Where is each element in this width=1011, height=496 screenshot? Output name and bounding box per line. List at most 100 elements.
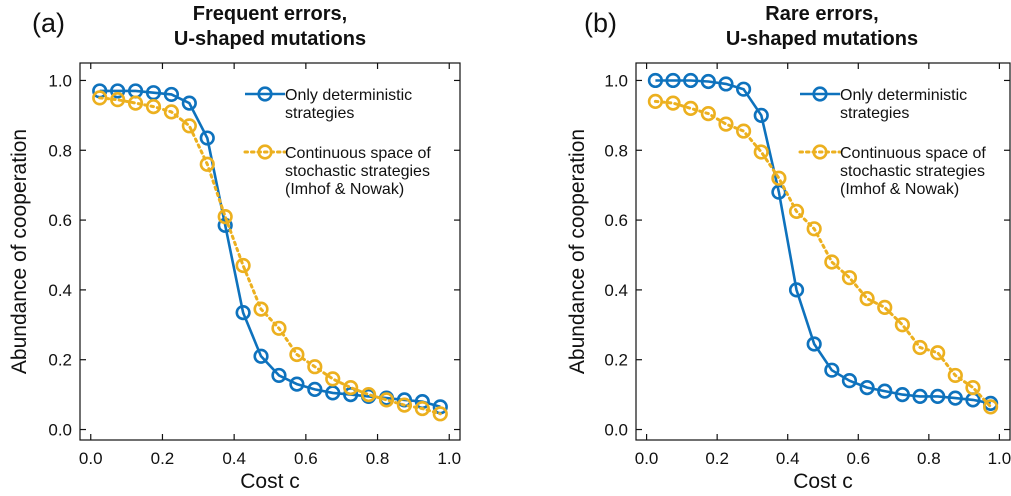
data-point xyxy=(199,130,215,146)
y-tick-label: 0.4 xyxy=(48,281,72,300)
legend-entry-label: Continuous space of xyxy=(840,145,986,162)
panel-a: 0.0 0.2 0.4 0.6 0.8 1.0 0.0 0.2 0.4 0.6 0.8 1.0 Cost… xyxy=(8,3,461,493)
y-tick-label: 0.8 xyxy=(48,141,72,160)
data-point xyxy=(647,72,664,89)
y-tick-label: 0.8 xyxy=(604,141,628,160)
data-point xyxy=(665,72,681,89)
data-point xyxy=(753,144,769,160)
y-tick-label: 0.0 xyxy=(604,421,628,440)
data-point xyxy=(163,86,180,103)
data-point xyxy=(877,299,893,315)
legend-entry-label: stochastic strategies xyxy=(285,163,430,180)
data-point xyxy=(824,254,840,270)
data-point xyxy=(912,339,928,356)
data-point xyxy=(343,387,359,403)
legend-entry-label: stochastic strategies xyxy=(840,163,985,180)
data-point xyxy=(145,99,162,115)
x-tick-label: 0.4 xyxy=(776,449,800,468)
x-tick-label: 0.0 xyxy=(635,449,659,468)
data-point xyxy=(307,359,323,375)
data-point xyxy=(253,301,269,317)
legend-entry-label: Continuous space of xyxy=(285,145,431,162)
data-point xyxy=(859,291,875,307)
data-point xyxy=(894,387,910,403)
data-point xyxy=(378,392,395,408)
y-tick-label: 0.2 xyxy=(48,351,72,370)
legend-marker xyxy=(812,86,828,102)
data-point xyxy=(736,81,752,97)
data-point xyxy=(289,376,305,392)
data-point xyxy=(127,95,144,111)
data-point xyxy=(982,399,999,415)
x-axis-label: Cost c xyxy=(793,470,853,493)
y-tick-label: 0.6 xyxy=(48,211,72,230)
x-tick-label: 0.4 xyxy=(222,449,246,468)
data-point xyxy=(145,85,162,101)
data-point xyxy=(360,387,377,403)
data-point xyxy=(235,304,251,321)
legend-marker xyxy=(257,144,273,160)
series-deterministic xyxy=(92,83,448,415)
data-point xyxy=(181,118,197,134)
data-point xyxy=(877,383,893,399)
data-point xyxy=(307,381,323,397)
x-tick-label: 0.6 xyxy=(294,449,318,468)
data-point xyxy=(806,336,822,352)
data-point xyxy=(859,380,875,396)
data-point xyxy=(912,388,928,404)
x-tick-label: 0.8 xyxy=(917,449,941,468)
data-point xyxy=(414,400,430,417)
data-point xyxy=(930,388,946,404)
data-point xyxy=(718,116,734,132)
y-tick-label: 0.2 xyxy=(604,351,628,370)
data-point xyxy=(683,100,699,116)
y-tick-label: 1.0 xyxy=(604,71,628,90)
data-point xyxy=(181,95,197,111)
data-point xyxy=(271,367,287,384)
data-point xyxy=(753,107,769,123)
legend-marker xyxy=(812,144,828,160)
data-point xyxy=(841,270,858,286)
chart-title-line: Rare errors, xyxy=(765,3,878,25)
data-point xyxy=(894,317,910,333)
data-point xyxy=(788,282,805,298)
y-tick-label: 1.0 xyxy=(48,71,72,90)
panel-b: 0.0 0.2 0.4 0.6 0.8 1.0 0.0 0.2 0.4 0.6 0.8 1.0 Cost… xyxy=(566,3,1011,493)
x-axis-label: Cost c xyxy=(240,470,300,493)
legend-entry-label: (Imhof & Nowak) xyxy=(285,181,404,198)
data-point xyxy=(683,72,699,89)
x-tick-label: 0.2 xyxy=(151,449,175,468)
series-line xyxy=(655,79,991,405)
legend-entry-label: strategies xyxy=(840,105,909,122)
y-tick-label: 0.4 xyxy=(604,281,628,300)
data-point xyxy=(947,367,963,384)
data-point xyxy=(343,380,359,396)
x-tick-label: 1.0 xyxy=(988,449,1011,468)
data-point xyxy=(199,156,215,172)
panel-label: (b) xyxy=(584,8,617,38)
x-tick-label: 0.0 xyxy=(79,449,103,468)
data-point xyxy=(110,83,126,99)
x-tick-label: 0.8 xyxy=(366,449,390,468)
plot-frame xyxy=(79,62,461,441)
x-tick-label: 0.6 xyxy=(846,449,870,468)
data-point xyxy=(235,257,251,274)
legend-entry-label: Only deterministic xyxy=(840,87,967,104)
data-point xyxy=(110,92,126,108)
series-line xyxy=(99,89,441,409)
data-point xyxy=(271,320,287,336)
y-tick-label: 0.6 xyxy=(604,211,628,230)
data-point xyxy=(841,373,858,389)
data-point xyxy=(718,76,734,92)
legend-entry-label: strategies xyxy=(285,105,354,122)
data-point xyxy=(253,348,269,364)
legend-entry-label: (Imhof & Nowak) xyxy=(840,181,959,198)
data-point xyxy=(396,397,413,413)
chart-title-line: Frequent errors, xyxy=(193,3,347,25)
data-point xyxy=(788,203,805,219)
chart-title-line: U-shaped mutations xyxy=(174,28,366,50)
data-point xyxy=(965,380,981,396)
